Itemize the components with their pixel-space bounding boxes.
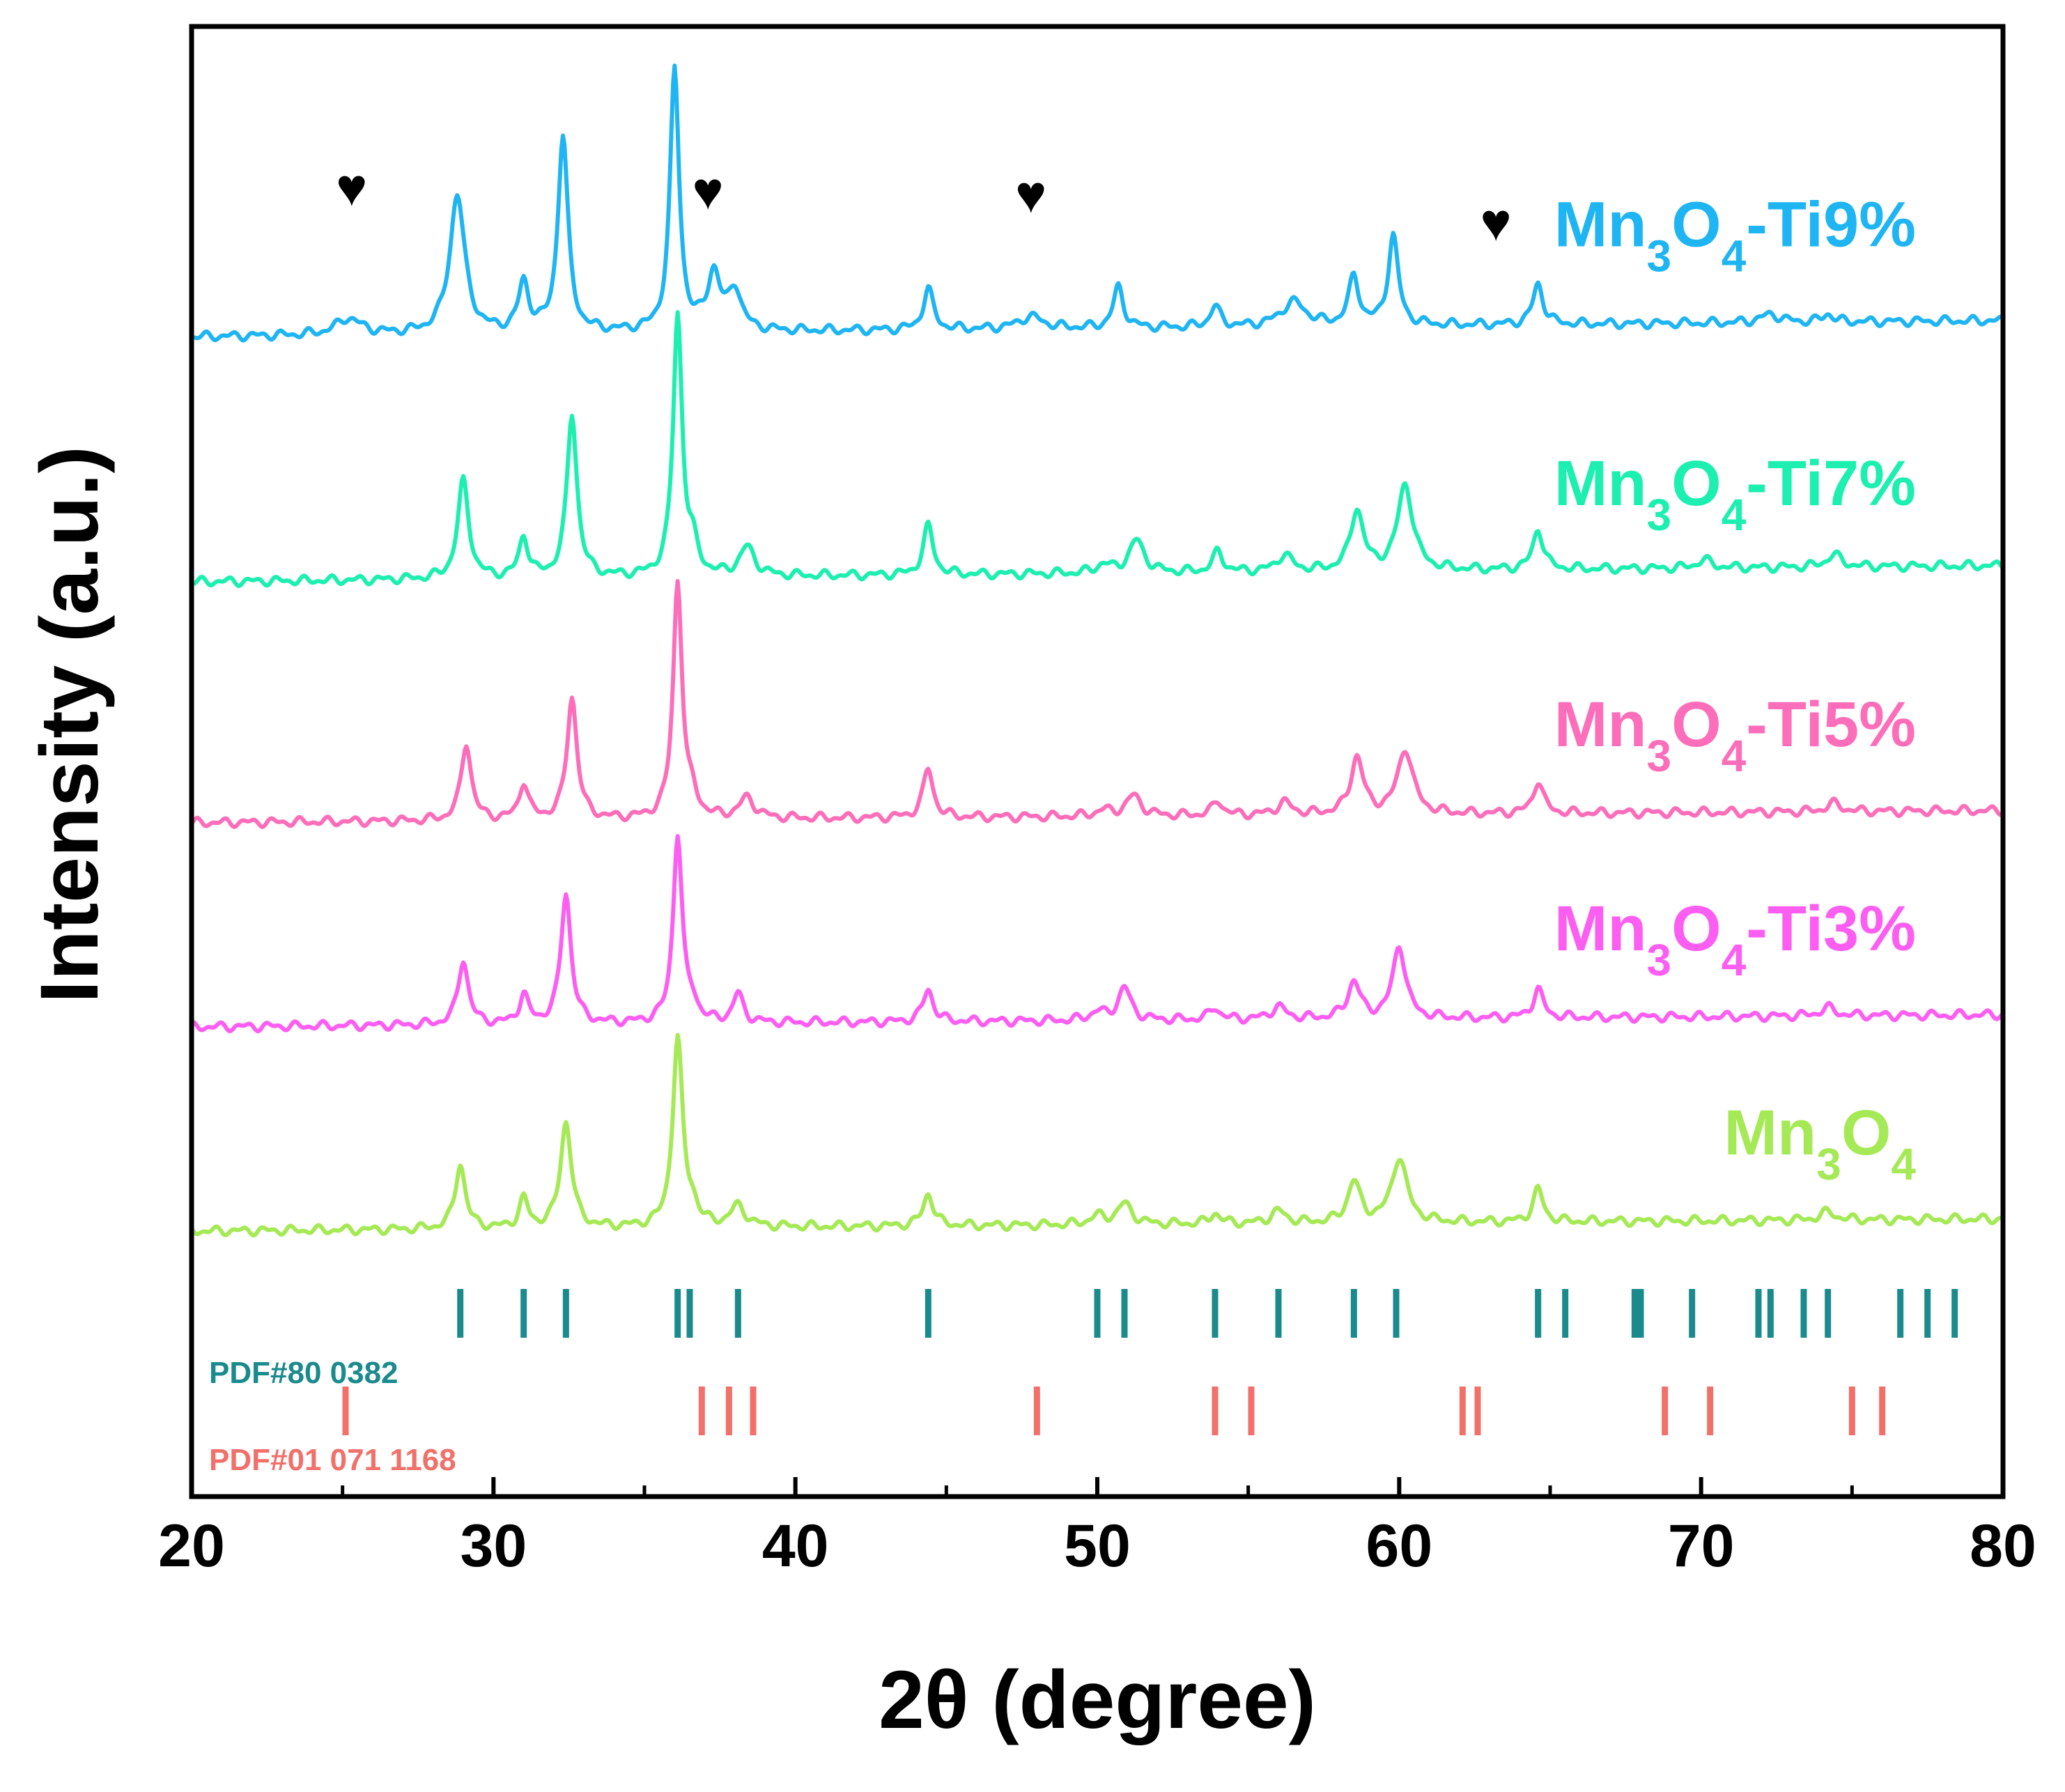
series-line-mn3o4-ti9 [191,63,2004,343]
y-axis-title: Intensity (a.u.) [24,446,116,1003]
series-label-part: O [1841,1097,1892,1168]
series-label-part: 3 [1647,490,1672,540]
series-label-mn3o4-ti7: Mn3O4-Ti7% [1554,448,1916,540]
series-label-part: Mn [1554,189,1647,260]
series-label-part: O [1671,448,1722,519]
x-axis-title: 2θ (degree) [879,1654,1316,1746]
series-line-mn3o4-ti7 [191,310,2005,588]
series-label-part: 4 [1891,1139,1916,1189]
x-tick-label: 70 [1668,1513,1735,1579]
reference-patterns-group: PDF#80 0382 PDF#01 071 1168 [209,1289,1958,1477]
x-tick-label: 40 [762,1513,829,1579]
series-label-mn3o4: Mn3O4 [1724,1097,1916,1189]
x-tick-label: 30 [460,1513,527,1579]
series-label-mn3o4-ti9: Mn3O4-Ti9% [1554,189,1916,281]
series-label-part: -Ti5% [1746,689,1916,760]
series-label-part: 4 [1722,935,1747,985]
reference-label: PDF#80 0382 [209,1356,399,1390]
x-tick-label: 60 [1366,1513,1432,1579]
series-label-part: 4 [1722,731,1747,781]
series-line-mn3o4 [190,1033,2004,1238]
series-line-mn3o4-ti3 [191,834,2004,1034]
series-label-part: Mn [1554,893,1647,964]
phase-marker: ♥ [1015,165,1046,224]
series-label-part: -Ti7% [1746,448,1916,519]
x-tick-label: 50 [1064,1513,1131,1579]
x-tick-label: 20 [158,1513,225,1579]
phase-marker: ♥ [692,162,723,221]
series-group: Mn3O4-Ti9%Mn3O4-Ti7%Mn3O4-Ti5%Mn3O4-Ti3%… [190,63,2005,1238]
series-label-part: -Ti3% [1746,893,1916,964]
reference-label: PDF#01 071 1168 [209,1443,456,1477]
series-label-part: 4 [1722,231,1747,281]
phase-marker: ♥ [336,158,367,217]
series-label-part: 3 [1647,935,1672,985]
series-label-part: 3 [1647,731,1672,781]
series-label-part: Mn [1554,448,1647,519]
series-label-part: Mn [1724,1097,1816,1168]
series-label-part: O [1671,893,1722,964]
phase-markers-group: ♥ ♥ ♥ ♥ [336,158,1511,252]
series-line-mn3o4-ti5 [190,579,2004,829]
series-label-part: O [1671,689,1722,760]
series-label-part: 3 [1816,1139,1841,1189]
series-label-part: 4 [1722,490,1747,540]
series-label-part: -Ti9% [1746,189,1916,260]
series-label-part: 3 [1647,231,1672,281]
x-axis: 20 30 40 50 60 70 80 [158,1477,2036,1579]
x-tick-label: 80 [1970,1513,2036,1579]
series-label-part: O [1671,189,1722,260]
series-label-mn3o4-ti3: Mn3O4-Ti3% [1554,893,1916,985]
series-label-mn3o4-ti5: Mn3O4-Ti5% [1554,689,1916,781]
phase-marker: ♥ [1480,193,1511,252]
series-label-part: Mn [1554,689,1647,760]
